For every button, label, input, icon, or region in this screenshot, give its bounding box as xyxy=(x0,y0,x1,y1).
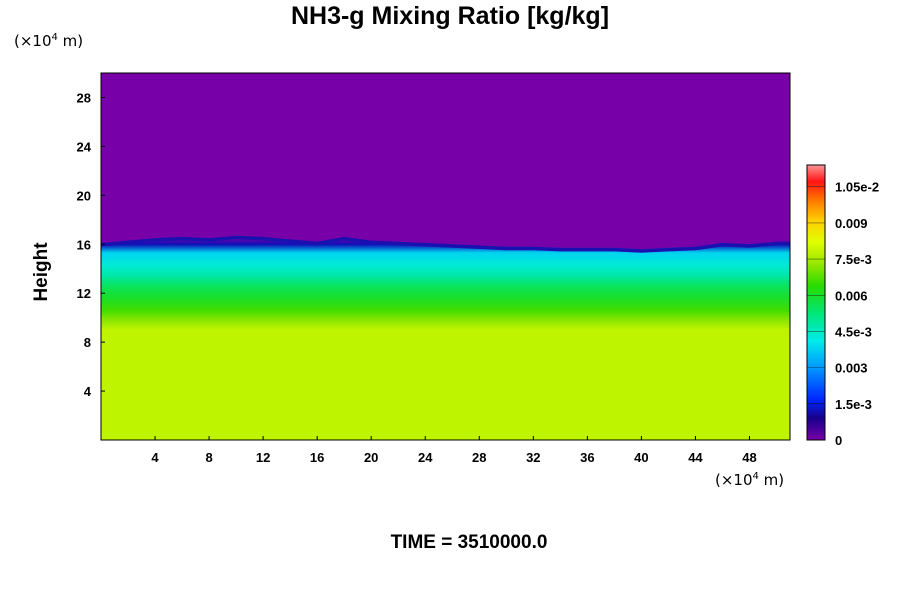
y-tick-label: 24 xyxy=(77,139,92,154)
y-tick-label: 8 xyxy=(84,335,91,350)
layer-top-fringe xyxy=(101,235,790,253)
colorbar-tick-label: 1.05e-2 xyxy=(835,180,879,195)
y-tick-label: 12 xyxy=(77,286,91,301)
x-tick-label: 8 xyxy=(205,450,212,465)
x-tick-label: 44 xyxy=(688,450,703,465)
colorbar-tick-label: 0.003 xyxy=(835,361,868,376)
colorbar-tick-label: 0.006 xyxy=(835,288,868,303)
colorbar xyxy=(806,164,826,441)
colorbar-tick-label: 4.5e-3 xyxy=(835,324,872,339)
x-tick-label: 36 xyxy=(580,450,594,465)
x-tick-label: 24 xyxy=(418,450,433,465)
mixing-ratio-field xyxy=(101,235,790,440)
x-axis-unit: (×104 m) xyxy=(715,471,785,489)
x-tick-label: 28 xyxy=(472,450,486,465)
y-tick-label: 16 xyxy=(77,237,91,252)
colorbar-tick-label: 1.5e-3 xyxy=(835,397,872,412)
x-tick-label: 32 xyxy=(526,450,540,465)
chart-title: NH3-g Mixing Ratio [kg/kg] xyxy=(290,2,610,30)
x-tick-label: 12 xyxy=(256,450,270,465)
x-tick-label: 4 xyxy=(151,450,159,465)
x-tick-label: 20 xyxy=(364,450,378,465)
colorbar-tick-label: 0.009 xyxy=(835,216,868,231)
colorbar-tick-label: 0 xyxy=(835,433,842,448)
y-axis-unit: (×104 m) xyxy=(14,32,84,50)
y-tick-label: 28 xyxy=(77,90,91,105)
x-tick-label: 16 xyxy=(310,450,324,465)
x-tick-label: 40 xyxy=(634,450,648,465)
y-tick-label: 4 xyxy=(84,384,92,399)
x-tick-label: 48 xyxy=(742,450,756,465)
time-label: TIME = 3510000.0 xyxy=(390,532,548,553)
colorbar-tick-label: 7.5e-3 xyxy=(835,252,872,267)
plot-frame xyxy=(100,72,791,441)
y-tick-label: 20 xyxy=(77,188,91,203)
